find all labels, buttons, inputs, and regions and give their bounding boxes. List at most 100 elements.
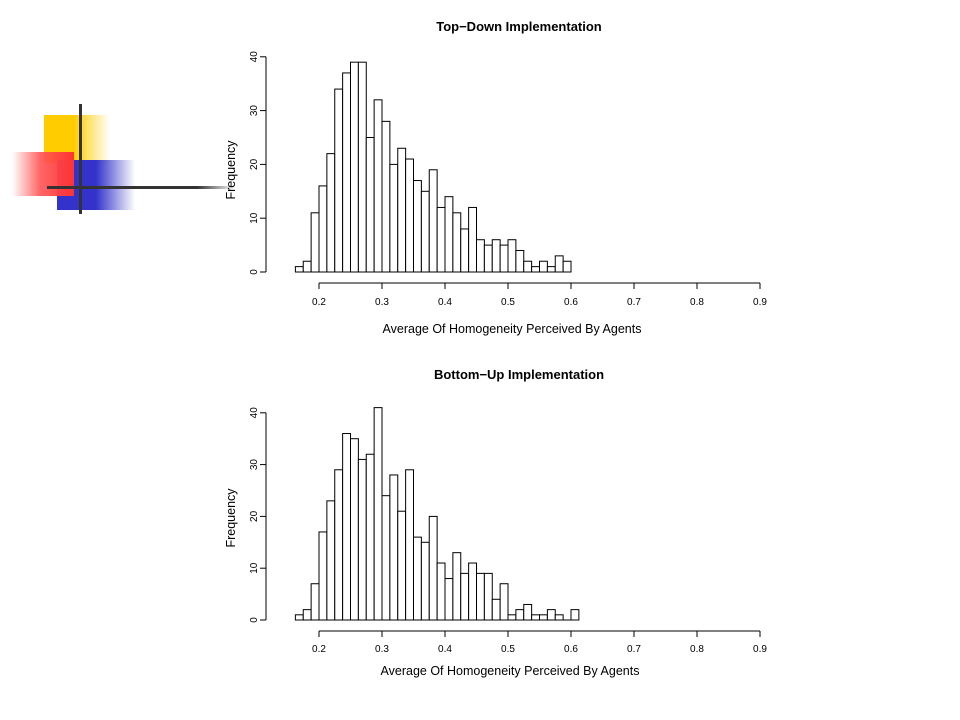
- chart-title: Bottom−Up Implementation: [434, 367, 604, 382]
- x-tick-label: 0.3: [375, 297, 389, 308]
- histogram-bar: [420, 541, 430, 621]
- histogram-bar: [397, 147, 407, 273]
- histogram-bar: [515, 609, 525, 621]
- histogram-bar: [562, 260, 572, 273]
- y-tick-label: 30: [249, 105, 260, 117]
- x-tick-label: 0.8: [690, 297, 704, 308]
- y-tick-label: 20: [249, 158, 260, 170]
- histogram-bar: [460, 228, 470, 273]
- histogram-bar: [539, 260, 548, 273]
- histogram-bar: [507, 614, 517, 621]
- histogram-bar: [350, 61, 359, 273]
- x-tick-label: 0.2: [312, 297, 326, 308]
- histogram-bar: [334, 469, 344, 621]
- y-tick-label: 0: [249, 269, 260, 275]
- x-tick-label: 0.4: [438, 644, 452, 655]
- histogram-bar: [539, 614, 548, 621]
- histogram-bar: [389, 163, 399, 273]
- histogram-bar: [389, 474, 399, 621]
- histogram-bar: [318, 185, 328, 273]
- x-tick-label: 0.4: [438, 297, 452, 308]
- histogram-bar: [357, 458, 367, 621]
- histogram-bar: [294, 266, 304, 273]
- axes: 0.2 0.3 0.4 0.5 0.6 0.7 0.8 0.9 0 10 20 30 40: [249, 51, 767, 308]
- y-tick-label: 10: [249, 562, 260, 574]
- histogram-bar: [531, 614, 541, 621]
- histogram-bar: [428, 169, 438, 273]
- histogram-bar: [326, 153, 336, 273]
- histogram-bar: [460, 572, 470, 621]
- histogram-bar: [420, 190, 430, 273]
- histogram-bar: [373, 407, 383, 621]
- histogram-bar: [531, 266, 541, 273]
- histogram-bar: [523, 603, 533, 621]
- y-tick-label: 40: [249, 51, 260, 63]
- histogram-bar: [436, 206, 446, 273]
- histogram-bar: [476, 239, 485, 273]
- x-tick-label: 0.6: [564, 644, 578, 655]
- histogram-bar: [499, 244, 509, 273]
- histogram-bar: [546, 609, 556, 621]
- x-tick-label: 0.6: [564, 297, 578, 308]
- histogram-bar: [302, 609, 312, 621]
- histogram-bar: [554, 255, 564, 273]
- axes: 0.2 0.3 0.4 0.5 0.6 0.7 0.8 0.9 0 10 20 30 40: [249, 407, 767, 655]
- x-tick-label: 0.5: [501, 297, 515, 308]
- histogram-bar: [381, 120, 391, 273]
- histogram-bar: [326, 500, 336, 621]
- histogram-bar: [350, 438, 359, 621]
- histogram-bar: [546, 266, 556, 273]
- chart-title: Top−Down Implementation: [436, 19, 602, 34]
- histogram-bar: [507, 239, 517, 273]
- histogram-bar: [413, 180, 422, 273]
- x-tick-label: 0.8: [690, 644, 704, 655]
- histogram-bar: [413, 536, 422, 621]
- bars: [294, 61, 572, 273]
- histogram-bar: [318, 531, 328, 621]
- y-tick-label: 20: [249, 510, 260, 522]
- histogram-bar: [515, 249, 525, 273]
- histogram-bar: [452, 212, 462, 273]
- histogram-bar: [499, 583, 509, 621]
- x-tick-label: 0.9: [753, 297, 767, 308]
- histogram-bar: [491, 239, 501, 273]
- x-axis-label: Average Of Homogeneity Perceived By Agen…: [381, 664, 640, 678]
- histogram-bar: [357, 61, 367, 273]
- x-tick-label: 0.7: [627, 297, 641, 308]
- bars: [294, 407, 580, 621]
- histogram-bar: [365, 137, 375, 273]
- histogram-bar: [444, 578, 454, 621]
- x-tick-label: 0.3: [375, 644, 389, 655]
- x-axis-label: Average Of Homogeneity Perceived By Agen…: [383, 322, 642, 336]
- x-tick-label: 0.7: [627, 644, 641, 655]
- histogram-bar: [491, 598, 501, 621]
- histogram-bar: [397, 510, 407, 621]
- x-tick-label: 0.2: [312, 644, 326, 655]
- histogram-bar: [468, 206, 478, 273]
- histogram-bar: [405, 158, 415, 273]
- y-tick-label: 0: [249, 617, 260, 623]
- histogram-bar: [570, 609, 580, 621]
- histogram-bar: [381, 495, 391, 621]
- y-axis-label: Frequency: [224, 488, 238, 548]
- histogram-bar: [483, 244, 493, 273]
- top-down-histogram: Top−Down Implementation Frequency Averag…: [224, 19, 767, 336]
- histogram-bar: [523, 260, 533, 273]
- histogram-bar: [373, 99, 383, 273]
- histogram-bar: [436, 562, 446, 621]
- histogram-bar: [444, 196, 454, 273]
- histogram-bar: [476, 572, 485, 621]
- histogram-bar: [310, 583, 320, 621]
- histogram-bar: [302, 260, 312, 273]
- bottom-up-histogram: Bottom−Up Implementation Frequency Avera…: [0, 352, 960, 712]
- histogram-bar: [342, 72, 352, 273]
- histogram-bar: [310, 212, 320, 273]
- histogram-bar: [554, 614, 564, 621]
- histogram-bar: [428, 515, 438, 621]
- histogram-bar: [342, 433, 352, 621]
- histogram-bar: [452, 552, 462, 621]
- histogram-bar: [405, 469, 415, 621]
- histogram-bar: [468, 562, 478, 621]
- histogram-bar: [483, 572, 493, 621]
- histogram-bar: [334, 88, 344, 273]
